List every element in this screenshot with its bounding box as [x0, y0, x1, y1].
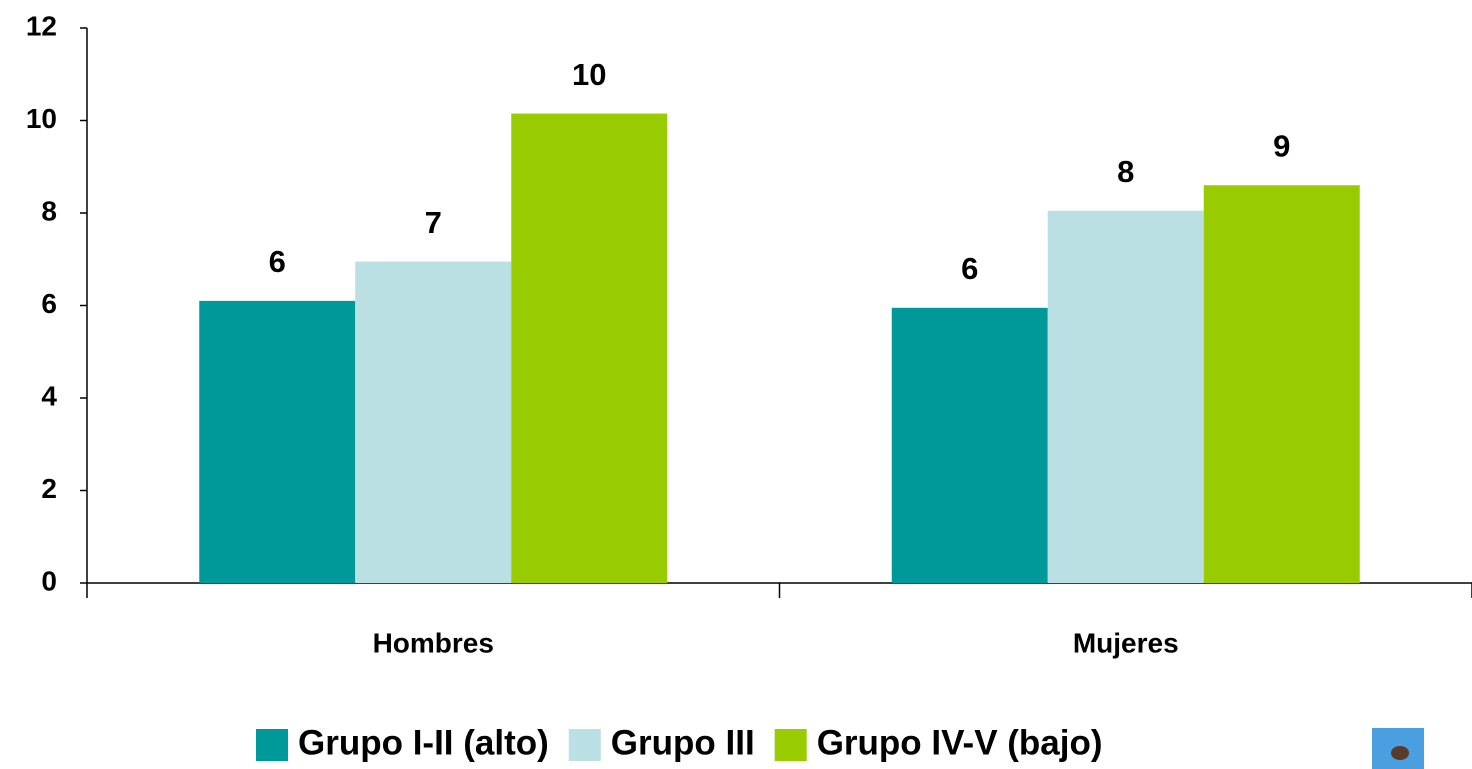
bar [199, 300, 356, 583]
y-tick-label: 12 [26, 10, 57, 41]
value-label: 9 [1273, 128, 1290, 163]
x-tick-label: Hombres [373, 627, 494, 658]
legend-swatch [256, 729, 288, 761]
x-tick-label: Mujeres [1073, 627, 1179, 658]
bar [511, 113, 668, 583]
y-tick-label: 2 [41, 473, 57, 504]
logo [1372, 728, 1424, 769]
bar [1047, 210, 1204, 583]
legend-swatch [774, 729, 807, 761]
value-label: 8 [1117, 154, 1134, 189]
legend-label: Grupo III [611, 723, 755, 762]
y-tick-label: 8 [41, 195, 57, 226]
y-tick-label: 0 [41, 565, 57, 596]
bar [355, 261, 512, 583]
value-label: 6 [961, 251, 978, 286]
value-label: 6 [269, 244, 286, 279]
y-tick-label: 10 [26, 103, 57, 134]
bar [891, 307, 1048, 583]
value-label: 10 [572, 57, 606, 92]
legend-label: Grupo I-II (alto) [298, 723, 549, 762]
bar [1203, 185, 1360, 583]
y-tick-label: 6 [41, 288, 57, 319]
value-label: 7 [425, 205, 442, 240]
legend-label: Grupo IV-V (bajo) [817, 723, 1103, 762]
legend-swatch [568, 729, 601, 761]
y-tick-label: 4 [41, 380, 57, 411]
